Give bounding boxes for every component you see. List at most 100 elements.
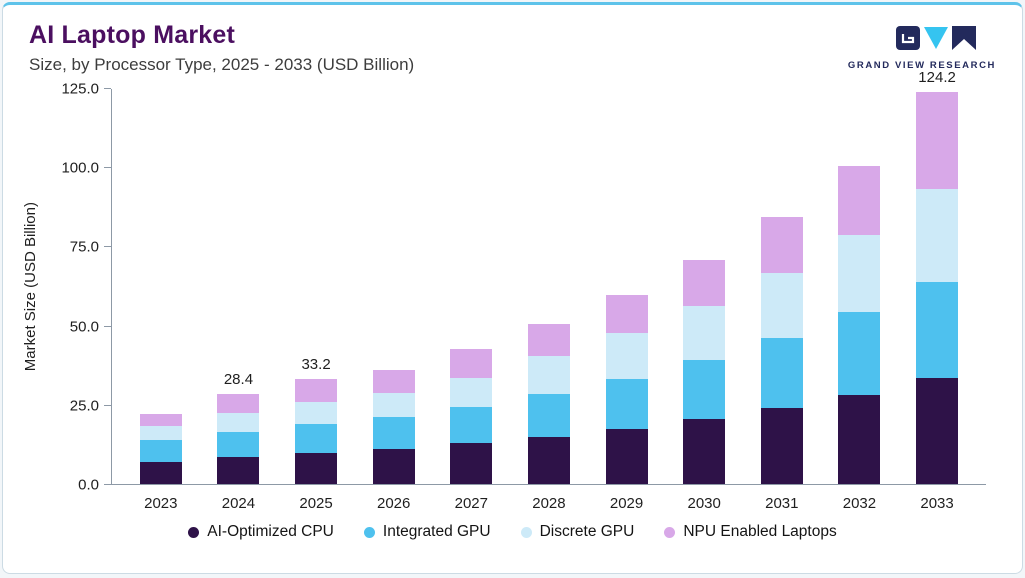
bar-total-label: 124.2 [918, 68, 956, 86]
chart-legend: AI-Optimized CPU Integrated GPU Discrete G… [3, 523, 1022, 541]
bar-column-2029: 2029 [605, 89, 648, 512]
bar-segment [527, 356, 570, 394]
bar-column-2025: 33.2 2025 [295, 89, 338, 512]
y-tick-label: 75.0 [69, 238, 99, 256]
y-tick-mark [104, 404, 111, 406]
bar-segment [605, 332, 648, 379]
bar-segment [372, 417, 415, 450]
title-block: AI Laptop Market Size, by Processor Type… [29, 21, 414, 75]
y-tick-label: 100.0 [61, 159, 99, 177]
bar-segment [838, 235, 881, 312]
bar-segment [683, 359, 726, 420]
bar-segment [838, 165, 881, 236]
bar-segment [916, 188, 959, 282]
legend-label: AI-Optimized CPU [207, 523, 334, 540]
gvr-logo: GRAND VIEW RESEARCH [848, 25, 996, 71]
bar-segment [372, 449, 415, 484]
y-tick-mark [104, 167, 111, 169]
bar-column-2030: 2030 [683, 89, 726, 512]
bar-segment [527, 436, 570, 484]
bar-column-2031: 2031 [760, 89, 803, 512]
bar-segment [683, 259, 726, 307]
bar-segment [760, 408, 803, 484]
y-tick-label: 0.0 [78, 476, 99, 494]
legend-swatch [664, 526, 676, 538]
legend-item: AI-Optimized CPU [188, 523, 334, 541]
y-axis-title: Market Size (USD Billion) [21, 202, 39, 372]
bar-segment [217, 431, 260, 458]
bar-segment [295, 379, 338, 402]
bar-column-2028: 2028 [527, 89, 570, 512]
legend-label: NPU Enabled Laptops [683, 523, 837, 540]
legend-swatch [363, 526, 375, 538]
y-tick-mark [104, 246, 111, 248]
bar-segment [217, 412, 260, 432]
x-tick-label: 2029 [609, 495, 644, 512]
legend-item: Discrete GPU [520, 523, 635, 541]
y-tick-mark [104, 484, 111, 485]
gvr-logo-text: GRAND VIEW RESEARCH [847, 60, 996, 71]
bar-segment [217, 457, 260, 484]
bar-segment [916, 91, 959, 189]
legend-label: Discrete GPU [539, 523, 635, 540]
bar-column-2026: 2026 [372, 89, 415, 512]
y-tick-mark [104, 88, 111, 89]
bar-segment [450, 442, 493, 484]
bar-segment [139, 425, 182, 441]
y-tick-mark [104, 325, 111, 327]
bar-segment [605, 428, 648, 484]
bar-segment [605, 378, 648, 429]
bar-segment [372, 393, 415, 418]
x-tick-label: 2028 [532, 495, 566, 512]
bar-segment [916, 378, 959, 484]
x-tick-label: 2023 [144, 495, 178, 512]
bar-segment [450, 378, 493, 407]
bar-segment [527, 393, 570, 437]
bar-segment [527, 324, 570, 357]
bar-column-2024: 28.4 2024 [217, 89, 260, 512]
legend-label: Integrated GPU [382, 523, 491, 540]
x-tick-label: 2024 [221, 495, 256, 512]
bar-segment [217, 394, 260, 413]
bar-segment [295, 453, 338, 484]
bar-column-2027: 2027 [450, 89, 493, 512]
bar-segment [139, 440, 182, 462]
bar-segment [683, 419, 726, 484]
bar-segment [760, 272, 803, 338]
bar-segment [372, 369, 415, 394]
bar-segment [295, 423, 338, 454]
legend-item: NPU Enabled Laptops [664, 523, 837, 541]
legend-swatch [188, 526, 200, 538]
bar-segment [295, 401, 338, 424]
legend-item: Integrated GPU [363, 523, 491, 541]
x-tick-label: 2031 [765, 495, 799, 512]
plot-outer: 2023 28.4 2024 33.2 2025 2026 2027 2028 2029 2030… [43, 69, 992, 512]
bar-total-label: 28.4 [223, 371, 254, 389]
y-tick-label: 25.0 [69, 397, 99, 415]
plot-region: 2023 28.4 2024 33.2 2025 2026 2027 2028 2029 2030… [111, 69, 986, 512]
bar-segment [916, 281, 959, 379]
bar-segment [139, 461, 182, 484]
bar-segment [139, 413, 182, 426]
bar-total-label: 33.2 [301, 356, 331, 374]
y-tick-label: 50.0 [69, 318, 99, 336]
chart-header: AI Laptop Market Size, by Processor Type… [3, 5, 1022, 75]
x-tick-label: 2032 [842, 495, 877, 512]
bar-segment [683, 306, 726, 360]
bar-segment [838, 394, 881, 484]
gvr-logo-icon [852, 25, 992, 56]
x-tick-label: 2033 [920, 495, 954, 512]
bar-segment [760, 337, 803, 409]
chart-area: Market Size (USD Billion) 2023 28.4 2024 33… [17, 69, 992, 512]
chart-subtitle: Size, by Processor Type, 2025 - 2033 (US… [29, 55, 415, 74]
x-tick-label: 2027 [454, 495, 488, 512]
legend-swatch [520, 526, 532, 538]
bar-column-2023: 2023 [139, 89, 182, 512]
x-tick-label: 2030 [687, 495, 721, 512]
bar-segment [450, 406, 493, 443]
bar-segment [760, 217, 803, 273]
x-tick-label: 2026 [377, 495, 411, 512]
bar-segment [838, 311, 881, 395]
bar-segment [450, 349, 493, 379]
